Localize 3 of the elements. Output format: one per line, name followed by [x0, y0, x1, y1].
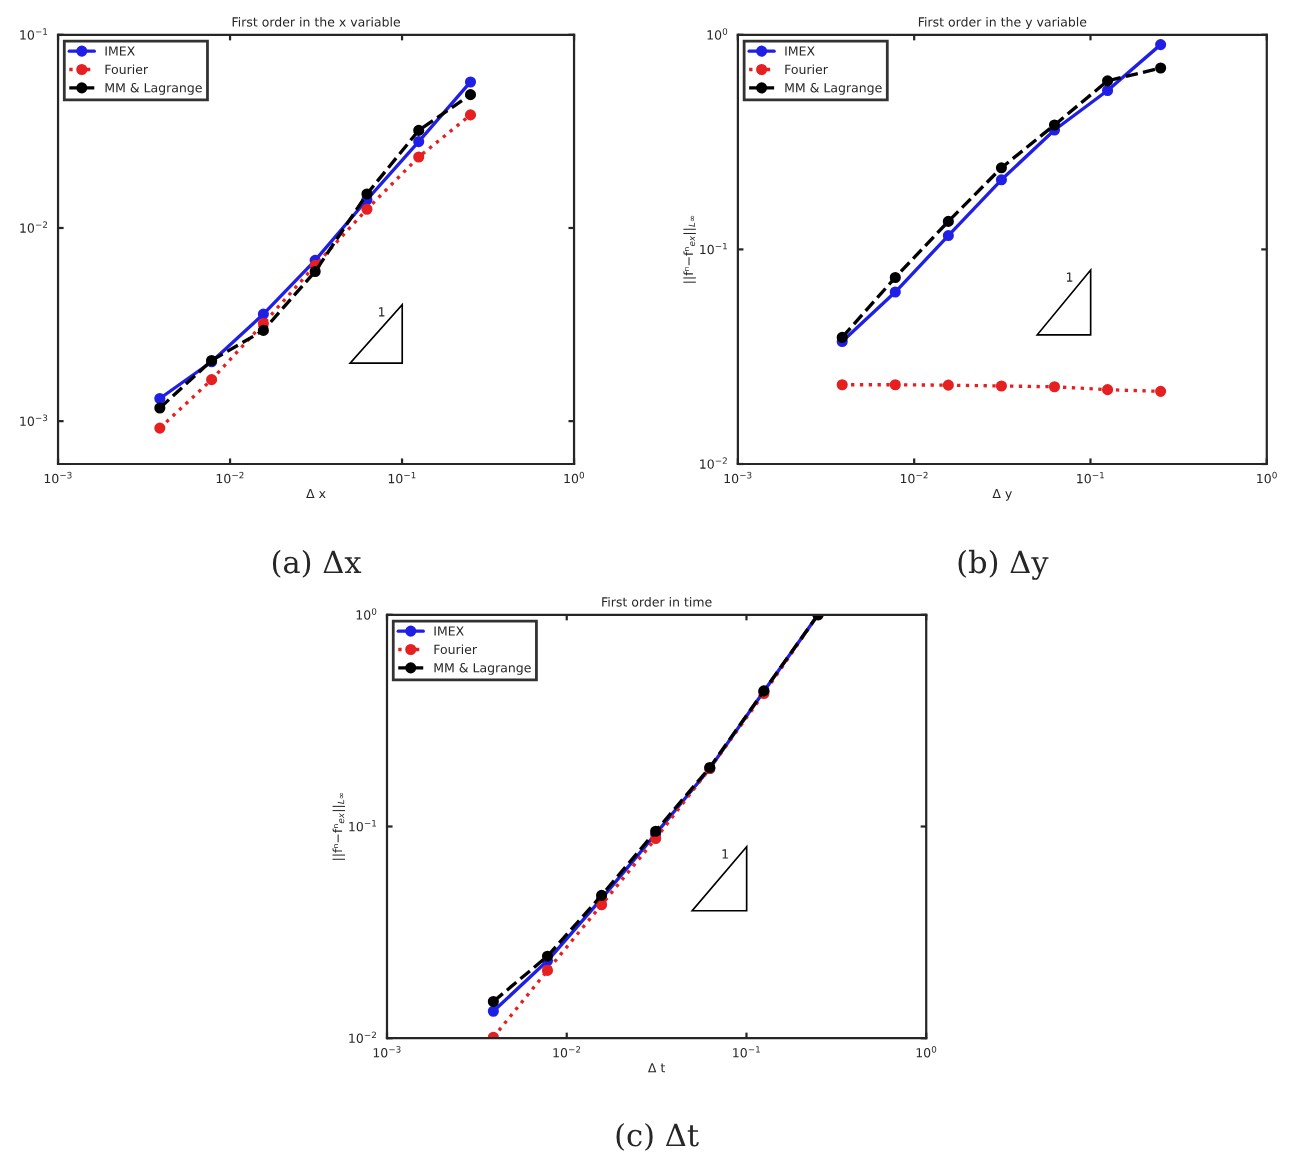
text: (c) Δt [616, 1122, 699, 1151]
text: (b) Δy [958, 549, 1049, 580]
text: (a) Δx [272, 549, 362, 578]
